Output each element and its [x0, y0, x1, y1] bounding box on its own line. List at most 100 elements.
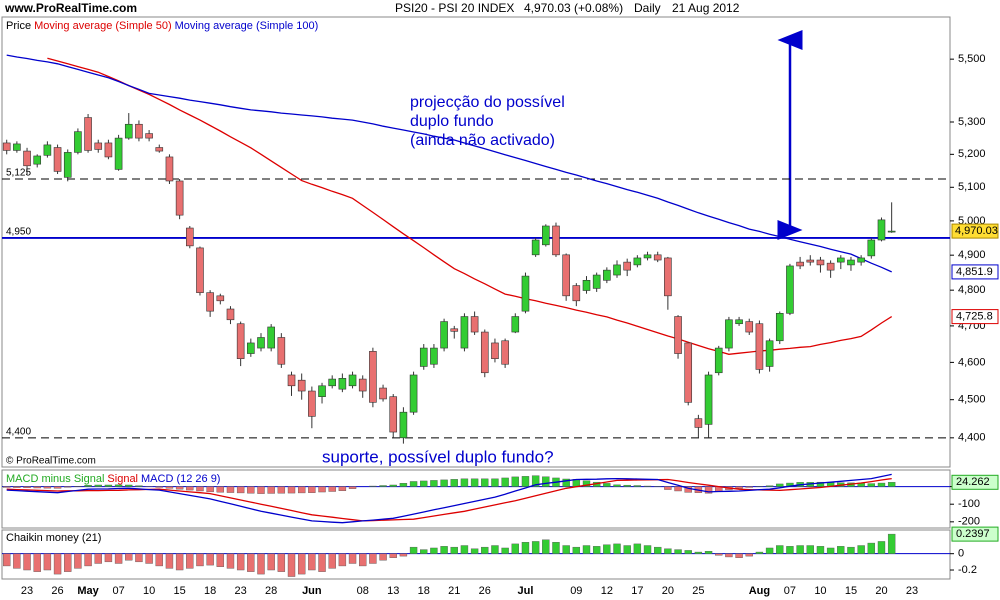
- bar: [226, 553, 235, 569]
- line-series: [47, 57, 893, 355]
- legend-entry: Chaikin money (21): [6, 532, 101, 544]
- bar: [643, 485, 652, 487]
- bar: [155, 553, 163, 567]
- candle-body: [796, 261, 804, 267]
- bar: [206, 486, 214, 493]
- bar: [460, 478, 469, 487]
- candle-body: [867, 239, 876, 257]
- bar: [135, 553, 143, 563]
- candle-body: [338, 378, 347, 390]
- bar: [348, 486, 357, 489]
- bar: [745, 486, 753, 488]
- bar: [257, 553, 265, 575]
- bar: [664, 548, 672, 554]
- bar: [654, 546, 662, 554]
- bar: [64, 553, 72, 572]
- x-tick-label: 26: [479, 585, 491, 597]
- candle-body: [53, 147, 62, 172]
- value-badge: [951, 474, 999, 490]
- candle-body: [664, 257, 672, 297]
- candle-body: [226, 308, 235, 321]
- candle-body: [775, 313, 784, 342]
- value-badge: [951, 526, 999, 542]
- bar: [867, 542, 876, 554]
- line-series: [6, 54, 892, 273]
- candle-body: [267, 326, 275, 349]
- candle-body: [216, 295, 225, 302]
- bar: [816, 546, 825, 554]
- candle-body: [297, 379, 306, 392]
- bar: [826, 547, 835, 554]
- bar: [430, 547, 438, 554]
- bar: [796, 545, 804, 554]
- bar: [765, 547, 774, 554]
- bar: [562, 545, 570, 554]
- bar: [104, 553, 113, 563]
- legend: MACD minus Signal Signal MACD (12 26 9): [6, 473, 220, 485]
- candle-body: [735, 319, 743, 325]
- bar: [379, 553, 387, 561]
- candle-body: [287, 374, 296, 387]
- bar: [23, 553, 31, 571]
- line-series: [6, 473, 892, 524]
- x-tick-label: 23: [21, 585, 33, 597]
- candle-body: [572, 285, 581, 302]
- bar: [23, 486, 31, 489]
- y-tick-label: 0: [958, 548, 964, 560]
- bar: [430, 480, 438, 487]
- y-tick-label: -0.2: [958, 564, 977, 576]
- bar: [633, 543, 642, 554]
- price-badge-label: 4,970.03: [955, 225, 998, 237]
- x-tick-label: 20: [875, 585, 887, 597]
- bar: [806, 545, 814, 554]
- bar: [277, 486, 286, 494]
- x-tick-label: May: [77, 585, 99, 597]
- bar: [481, 478, 489, 487]
- bar: [582, 480, 591, 487]
- bar: [247, 486, 255, 494]
- legend-entry: Moving average (Simple 100): [175, 20, 319, 32]
- price-panel: [1, 16, 951, 468]
- bar: [776, 545, 784, 554]
- bar: [786, 546, 794, 554]
- ma-badge: [951, 309, 999, 325]
- y-tick-label: -200: [958, 516, 980, 528]
- bar: [481, 546, 489, 554]
- price-badge: [951, 223, 999, 239]
- bar: [226, 486, 235, 493]
- bar: [715, 553, 723, 556]
- candle-body: [704, 374, 713, 425]
- candle-body: [836, 257, 845, 263]
- bar: [196, 553, 204, 567]
- bar: [450, 479, 458, 487]
- bar: [511, 543, 519, 554]
- bar: [186, 486, 194, 491]
- legend: Price Moving average (Simple 50) Moving av…: [6, 20, 318, 32]
- bar: [867, 483, 876, 487]
- level-label: 5,125: [6, 168, 31, 179]
- candle-body: [165, 156, 174, 182]
- bar: [877, 482, 886, 487]
- bar: [104, 484, 113, 487]
- bar: [857, 545, 865, 554]
- y-tick-label: 4,900: [958, 249, 986, 261]
- bar: [297, 553, 306, 575]
- legend-entry: MACD (12 26 9): [141, 473, 220, 485]
- candle-body: [257, 337, 265, 349]
- x-tick-label: 18: [418, 585, 430, 597]
- candle-body: [765, 340, 774, 367]
- bar: [308, 553, 316, 571]
- bar: [369, 553, 377, 564]
- bar: [521, 542, 530, 554]
- value-badge-label: 24.262: [956, 476, 990, 488]
- bar: [257, 486, 265, 494]
- x-tick-label: 23: [235, 585, 247, 597]
- bar: [420, 549, 428, 554]
- candle-body: [714, 347, 723, 374]
- candle-body: [826, 262, 835, 271]
- bar: [114, 484, 123, 487]
- chart-title: PSI20 - PSI 20 INDEX: [395, 1, 514, 15]
- bar: [33, 553, 41, 572]
- bar: [13, 486, 21, 488]
- candle-body: [725, 319, 733, 349]
